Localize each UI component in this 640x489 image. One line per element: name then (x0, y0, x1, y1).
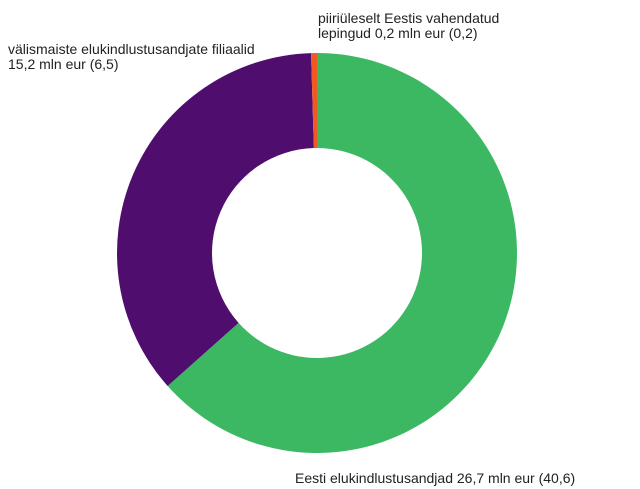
category-label: piiriüleselt Eestis vahendatud lepingud (318, 10, 500, 41)
category-label: välismaiste elukindlustusandjate filiaal… (8, 41, 255, 57)
category-label: Eesti elukindlustusandjad (295, 470, 453, 486)
donut-slice (311, 53, 317, 149)
value-label: 15,2 mln eur (6,5) (8, 56, 119, 72)
slice-label: Eesti elukindlustusandjad 26,7 mln eur (… (295, 471, 640, 486)
slice-label: välismaiste elukindlustusandjate filiaal… (8, 42, 263, 72)
slice-label: piiriüleselt Eestis vahendatud lepingud … (318, 11, 523, 41)
value-label: 0,2 mln eur (0,2) (374, 25, 478, 41)
donut-slice (167, 53, 517, 453)
value-label: 26,7 mln eur (40,6) (456, 470, 576, 486)
donut-slice (116, 53, 314, 387)
